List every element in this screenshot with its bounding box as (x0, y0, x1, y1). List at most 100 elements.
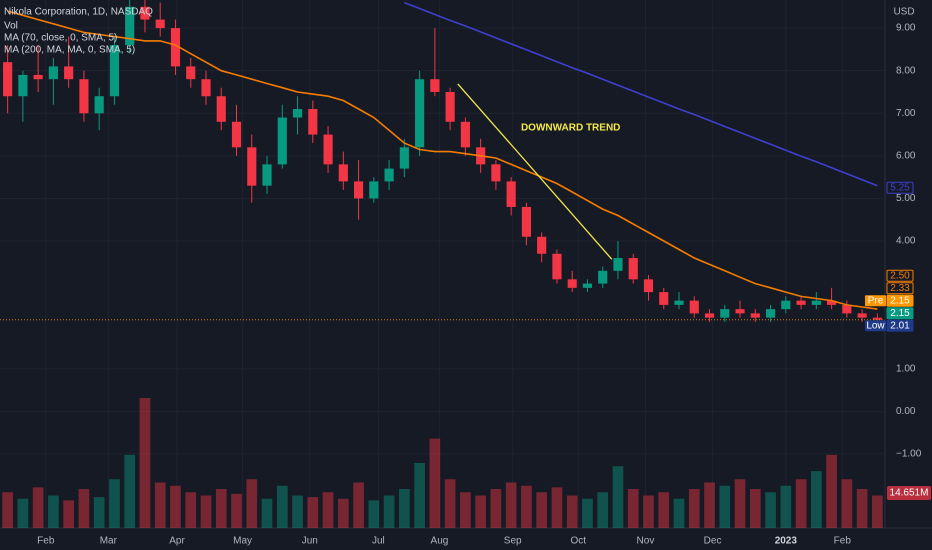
candle-body (842, 304, 852, 314)
legend-entry: Vol (4, 21, 18, 32)
y-tick-label: 8.00 (896, 65, 916, 76)
volume-bar (734, 479, 746, 528)
volume-bar (17, 498, 29, 528)
candle-body (735, 309, 745, 314)
volume-bar (597, 492, 609, 528)
volume-bar (215, 489, 227, 528)
volume-bar (780, 485, 792, 528)
candle-body (33, 74, 43, 80)
legend-entry: MA (200, MA, MA, 0, SMA, 5) (4, 45, 135, 56)
volume-bar (200, 495, 212, 528)
price-tag-box (865, 295, 886, 307)
volume-bar (383, 495, 395, 528)
candle-body (323, 134, 333, 165)
candle-body (140, 6, 150, 20)
volume-bar (551, 487, 563, 528)
candle-body (659, 292, 669, 305)
candle-body (231, 121, 242, 148)
volume-bar (48, 495, 59, 528)
axes: 9.00 8.00 7.00 6.00 5.00 4.00 1.00 0.00 −1.00 Feb… (37, 23, 922, 547)
candle-body (201, 79, 211, 97)
volume-bar (749, 489, 761, 528)
volume-bar (124, 454, 136, 528)
candle-body (94, 96, 104, 114)
volume-bar (154, 482, 166, 528)
volume-bar (429, 438, 441, 528)
price-label-box (886, 181, 914, 194)
x-tick-label: Sep (504, 536, 522, 547)
volume-bar (139, 398, 151, 528)
candle-body (781, 300, 791, 310)
candle-body (613, 258, 623, 271)
candle-body (674, 300, 684, 305)
price-label-text: 2.50 (890, 270, 910, 281)
annotation: DOWNWARD TREND (521, 122, 620, 133)
candle-body (79, 79, 89, 114)
x-tick-label: Mar (100, 536, 118, 547)
y-tick-label: 1.00 (896, 363, 916, 374)
y-tick-label: 4.00 (896, 236, 916, 247)
candle-body (186, 66, 196, 80)
volume-bar (307, 497, 319, 528)
candle-body (369, 181, 379, 199)
y-tick-label: 7.00 (896, 108, 916, 119)
candle-body (872, 317, 882, 320)
volume-bar (719, 485, 731, 528)
volume-bar (109, 479, 120, 528)
candle-body (689, 300, 699, 314)
candle-body (3, 62, 13, 97)
volume-bar (261, 498, 273, 528)
volume-bar (292, 495, 303, 528)
price-label: 2.33 (886, 282, 914, 295)
volume-bar (93, 497, 105, 528)
candle-body (750, 313, 760, 318)
candle-body (643, 279, 654, 293)
x-tick-label: Nov (637, 536, 655, 547)
candle-body (354, 181, 364, 199)
candle-body (125, 6, 135, 46)
volume-bar (872, 495, 883, 528)
price-tag-box (865, 320, 886, 332)
volume-bar (521, 485, 532, 528)
volume-bar (246, 479, 258, 528)
price-label-text: 2.15 (890, 308, 910, 319)
candle-body (155, 19, 165, 29)
volume-bar (414, 463, 425, 528)
price-tag-text: Pre (868, 295, 884, 306)
volume-bar (2, 492, 13, 528)
moving-average-line (7, 10, 878, 310)
candle-body (277, 117, 287, 165)
candle-body (109, 45, 120, 97)
trend-line (457, 83, 613, 260)
volume-bar (368, 500, 380, 528)
volume-bar (231, 493, 242, 528)
candle-body (628, 258, 638, 280)
candle-body (582, 283, 593, 288)
candle-body (857, 313, 867, 318)
candle-body (292, 109, 303, 118)
legend-entry: MA (70, close, 0, SMA, 5) (4, 33, 117, 44)
grid (0, 0, 885, 528)
volume-bar (276, 485, 288, 528)
x-tick-label: Feb (37, 536, 55, 547)
x-tick-label: 2023 (775, 536, 798, 547)
volume-bar (658, 492, 670, 528)
volume-bar (688, 489, 700, 528)
candle-body (384, 168, 394, 182)
candle-body (430, 79, 440, 92)
price-label-box (886, 294, 914, 307)
candle-body (765, 309, 776, 318)
y-tick-label: 0.00 (896, 406, 916, 417)
candle-body (460, 121, 470, 148)
price-label: 2.15 (886, 307, 914, 320)
volume-bar (856, 489, 868, 528)
volume-bar (810, 471, 822, 528)
candle-body (552, 253, 562, 280)
price-label-box (886, 269, 914, 282)
volume-bar (704, 482, 715, 528)
candle-body (170, 28, 181, 67)
x-tick-label: May (233, 536, 252, 547)
